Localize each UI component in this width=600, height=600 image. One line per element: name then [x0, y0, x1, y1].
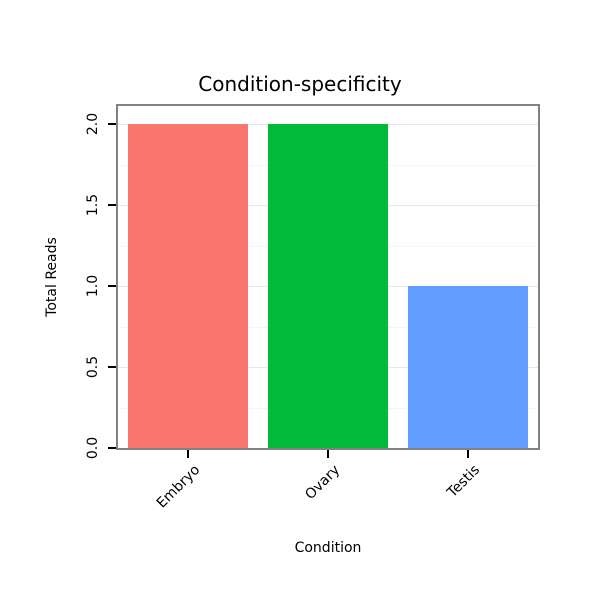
y-axis-label: Total Reads [44, 237, 60, 317]
x-tick-label: Ovary [302, 462, 344, 503]
y-tick-label: 1.0 [85, 274, 101, 298]
x-axis-label: Condition [294, 540, 362, 556]
y-tick-mark [108, 123, 116, 125]
x-tick-label: Embryo [153, 462, 204, 512]
plot-area [116, 104, 540, 450]
y-tick-label: 0.0 [85, 436, 101, 460]
x-tick-label: Testis [444, 462, 484, 501]
x-tick-mark [327, 450, 329, 458]
chart-title: Condition-specificity [198, 72, 402, 96]
x-tick-mark [187, 450, 189, 458]
x-tick-mark [467, 450, 469, 458]
y-tick-mark [108, 285, 116, 287]
y-tick-label: 0.5 [85, 355, 101, 379]
y-tick-mark [108, 204, 116, 206]
bar-embryo [128, 124, 248, 448]
y-tick-mark [108, 366, 116, 368]
bar-testis [408, 286, 528, 448]
y-tick-label: 1.5 [85, 193, 101, 217]
y-tick-mark [108, 447, 116, 449]
bar-ovary [268, 124, 388, 448]
y-tick-label: 2.0 [85, 112, 101, 136]
